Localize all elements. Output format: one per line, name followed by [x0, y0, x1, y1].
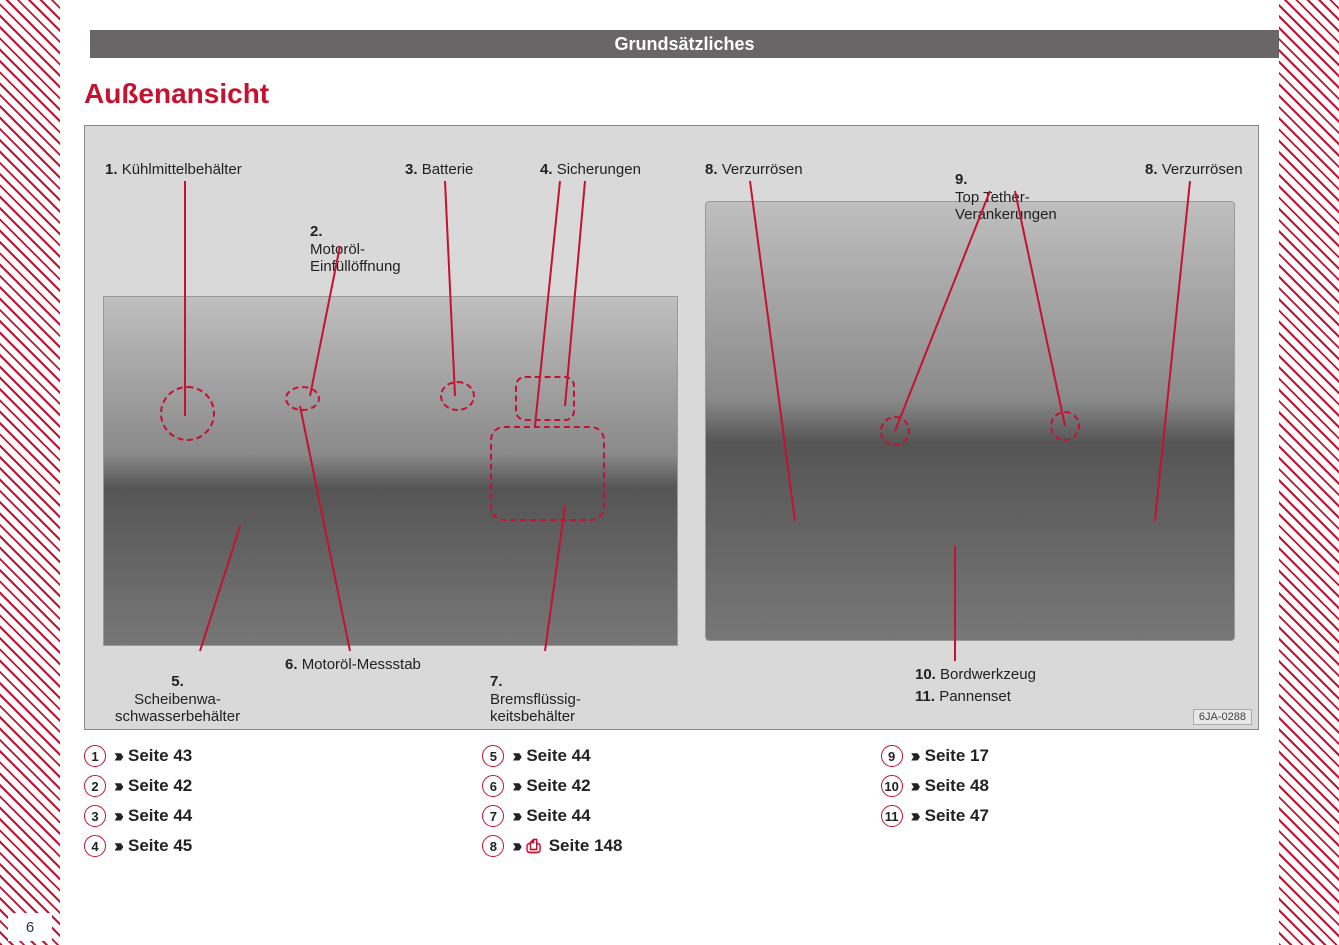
chevron-icon: ››› — [512, 836, 518, 857]
figure-container: 1. Kühlmittelbehälter 2. Motoröl- Einfül… — [84, 125, 1259, 730]
ref-number-icon: 9 — [881, 745, 903, 767]
book-icon: ⎙ — [526, 836, 540, 857]
chevron-icon: ››› — [911, 746, 917, 767]
chevron-icon: ››› — [512, 776, 518, 797]
chevron-icon: ››› — [512, 746, 518, 767]
ref-item: 2›››Seite 42 — [84, 775, 462, 797]
leader-lines — [85, 126, 1260, 731]
ref-item: 4›››Seite 45 — [84, 835, 462, 857]
chevron-icon: ››› — [512, 806, 518, 827]
highlight-ring — [440, 381, 475, 411]
chapter-title: Grundsätzliches — [614, 34, 754, 55]
ref-number-icon: 5 — [482, 745, 504, 767]
ref-item: 7›››Seite 44 — [482, 805, 860, 827]
chevron-icon: ››› — [911, 776, 917, 797]
chapter-header: Grundsätzliches — [90, 30, 1279, 58]
page-content: Grundsätzliches Außenansicht 1. Kühlmitt… — [60, 0, 1279, 945]
ref-item: 10›››Seite 48 — [881, 775, 1259, 797]
ref-item: 8›››⎙Seite 148 — [482, 835, 860, 857]
ref-number-icon: 10 — [881, 775, 903, 797]
ref-number-icon: 11 — [881, 805, 903, 827]
highlight-ring — [490, 426, 605, 521]
page-reference-columns: 1›››Seite 43 2›››Seite 42 3›››Seite 44 4… — [84, 745, 1259, 865]
ref-number-icon: 6 — [482, 775, 504, 797]
ref-item: 3›››Seite 44 — [84, 805, 462, 827]
chevron-icon: ››› — [911, 806, 917, 827]
ref-number-icon: 2 — [84, 775, 106, 797]
ref-col-3: 9›››Seite 17 10›››Seite 48 11›››Seite 47 — [881, 745, 1259, 865]
ref-number-icon: 7 — [482, 805, 504, 827]
figure-id: 6JA-0288 — [1193, 709, 1252, 725]
chevron-icon: ››› — [114, 776, 120, 797]
ref-item: 5›››Seite 44 — [482, 745, 860, 767]
ref-item: 9›››Seite 17 — [881, 745, 1259, 767]
ref-number-icon: 1 — [84, 745, 106, 767]
highlight-ring — [880, 416, 910, 446]
chevron-icon: ››› — [114, 746, 120, 767]
ref-item: 11›››Seite 47 — [881, 805, 1259, 827]
ref-col-2: 5›››Seite 44 6›››Seite 42 7›››Seite 44 8… — [482, 745, 860, 865]
chevron-icon: ››› — [114, 806, 120, 827]
ref-number-icon: 3 — [84, 805, 106, 827]
ref-number-icon: 4 — [84, 835, 106, 857]
ref-number-icon: 8 — [482, 835, 504, 857]
page-number: 6 — [8, 913, 52, 941]
chevron-icon: ››› — [114, 836, 120, 857]
ref-item: 6›››Seite 42 — [482, 775, 860, 797]
ref-item: 1›››Seite 43 — [84, 745, 462, 767]
highlight-ring — [160, 386, 215, 441]
ref-col-1: 1›››Seite 43 2›››Seite 42 3›››Seite 44 4… — [84, 745, 462, 865]
highlight-ring — [515, 376, 575, 421]
highlight-ring — [285, 386, 320, 411]
section-title: Außenansicht — [84, 78, 269, 110]
highlight-ring — [1050, 411, 1080, 441]
